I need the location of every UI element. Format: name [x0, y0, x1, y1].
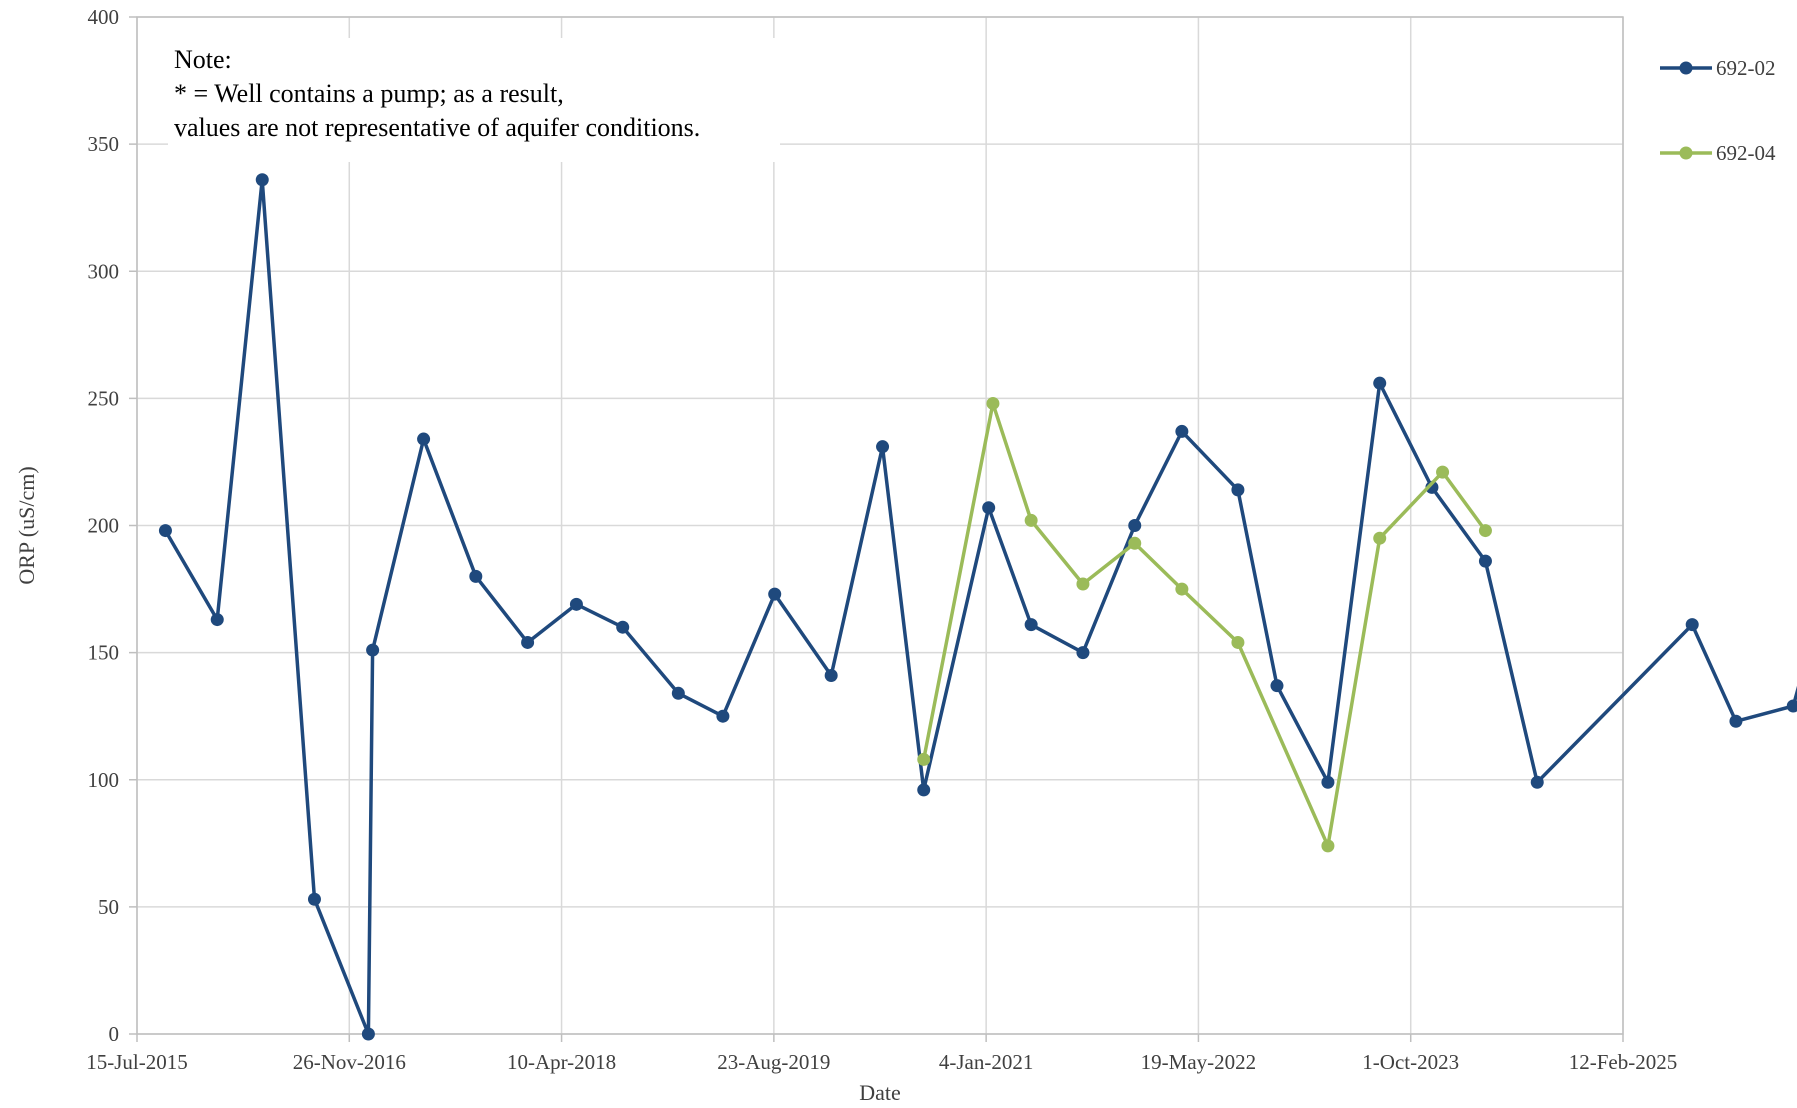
data-point-692-02: [255, 173, 269, 187]
y-tick-label: 150: [88, 641, 120, 665]
series-692-04: [917, 396, 1492, 853]
series-692-02: [158, 173, 1797, 1041]
data-point-692-02: [1024, 618, 1038, 632]
data-point-692-02: [1729, 714, 1743, 728]
x-tick-label: 10-Apr-2018: [507, 1050, 616, 1074]
legend-marker-692-04: [1679, 146, 1693, 160]
data-point-692-04: [1478, 524, 1492, 538]
y-tick-label: 0: [109, 1022, 120, 1046]
data-point-692-02: [1270, 679, 1284, 693]
data-point-692-04: [1128, 536, 1142, 550]
data-point-692-02: [158, 524, 172, 538]
x-tick-label: 23-Aug-2019: [717, 1050, 830, 1074]
data-point-692-04: [1231, 635, 1245, 649]
x-tick-label: 4-Jan-2021: [939, 1050, 1033, 1074]
legend: 692-02 692-04: [1660, 56, 1776, 165]
data-point-692-02: [417, 432, 431, 446]
data-point-692-02: [1321, 775, 1335, 789]
y-tick-label: 50: [98, 895, 119, 919]
y-tick-label: 100: [88, 768, 120, 792]
data-point-692-02: [210, 613, 224, 627]
data-point-692-02: [569, 597, 583, 611]
note-line-1: * = Well contains a pump; as a result,: [174, 79, 564, 108]
data-point-692-02: [671, 686, 685, 700]
x-tick-label: 15-Jul-2015: [86, 1050, 188, 1074]
legend-label-692-04: 692-04: [1716, 141, 1776, 165]
data-point-692-04: [1436, 465, 1450, 479]
data-point-692-02: [366, 643, 380, 657]
x-axis-title: Date: [859, 1080, 901, 1105]
data-point-692-02: [616, 620, 630, 634]
note-background: [168, 38, 780, 162]
y-tick-label: 200: [88, 514, 120, 538]
data-point-692-02: [876, 440, 890, 454]
data-point-692-02: [1530, 775, 1544, 789]
y-axis-ticks: 0 50 100 150 200 250 300 350 400: [88, 5, 137, 1046]
data-point-692-04: [1076, 577, 1090, 591]
x-tick-label: 19-May-2022: [1141, 1050, 1256, 1074]
y-tick-label: 400: [88, 5, 120, 29]
data-point-692-04: [1175, 582, 1189, 596]
data-point-692-02: [716, 709, 730, 723]
data-point-692-04: [917, 752, 931, 766]
data-point-692-02: [1076, 646, 1090, 660]
data-point-692-02: [768, 587, 782, 601]
data-point-692-02: [982, 501, 996, 515]
data-point-692-02: [1373, 376, 1387, 390]
data-point-692-02: [824, 669, 838, 683]
y-tick-label: 300: [88, 259, 120, 283]
data-point-692-02: [1128, 519, 1142, 532]
data-point-692-02: [361, 1027, 375, 1041]
y-tick-label: 350: [88, 132, 120, 156]
data-point-692-04: [986, 396, 1000, 410]
series-layer: [158, 173, 1797, 1041]
data-point-692-02: [1685, 618, 1699, 632]
data-point-692-02: [469, 569, 483, 583]
x-tick-label: 12-Feb-2025: [1569, 1050, 1678, 1074]
y-tick-label: 250: [88, 386, 120, 410]
data-point-692-04: [1373, 531, 1387, 545]
data-point-692-04: [1321, 839, 1335, 853]
data-point-692-02: [1231, 483, 1245, 497]
legend-label-692-02: 692-02: [1716, 56, 1776, 80]
legend-marker-692-02: [1679, 61, 1693, 75]
note-line-2: values are not representative of aquifer…: [174, 113, 700, 142]
data-point-692-02: [1786, 699, 1797, 713]
x-axis-ticks: 15-Jul-2015 26-Nov-2016 10-Apr-2018 23-Aug-…: [86, 1034, 1677, 1074]
x-tick-label: 26-Nov-2016: [293, 1050, 406, 1074]
data-point-692-02: [1175, 424, 1189, 438]
data-point-692-04: [1024, 513, 1038, 527]
note-box: Note: * = Well contains a pump; as a res…: [168, 38, 780, 162]
data-point-692-02: [307, 892, 321, 906]
note-title: Note:: [174, 45, 232, 74]
data-point-692-02: [917, 783, 931, 797]
data-point-692-02: [1425, 480, 1439, 494]
x-tick-label: 1-Oct-2023: [1362, 1050, 1459, 1074]
data-point-692-02: [1478, 554, 1492, 568]
data-point-692-02: [521, 635, 535, 649]
y-axis-title: ORP (uS/cm): [14, 466, 39, 584]
